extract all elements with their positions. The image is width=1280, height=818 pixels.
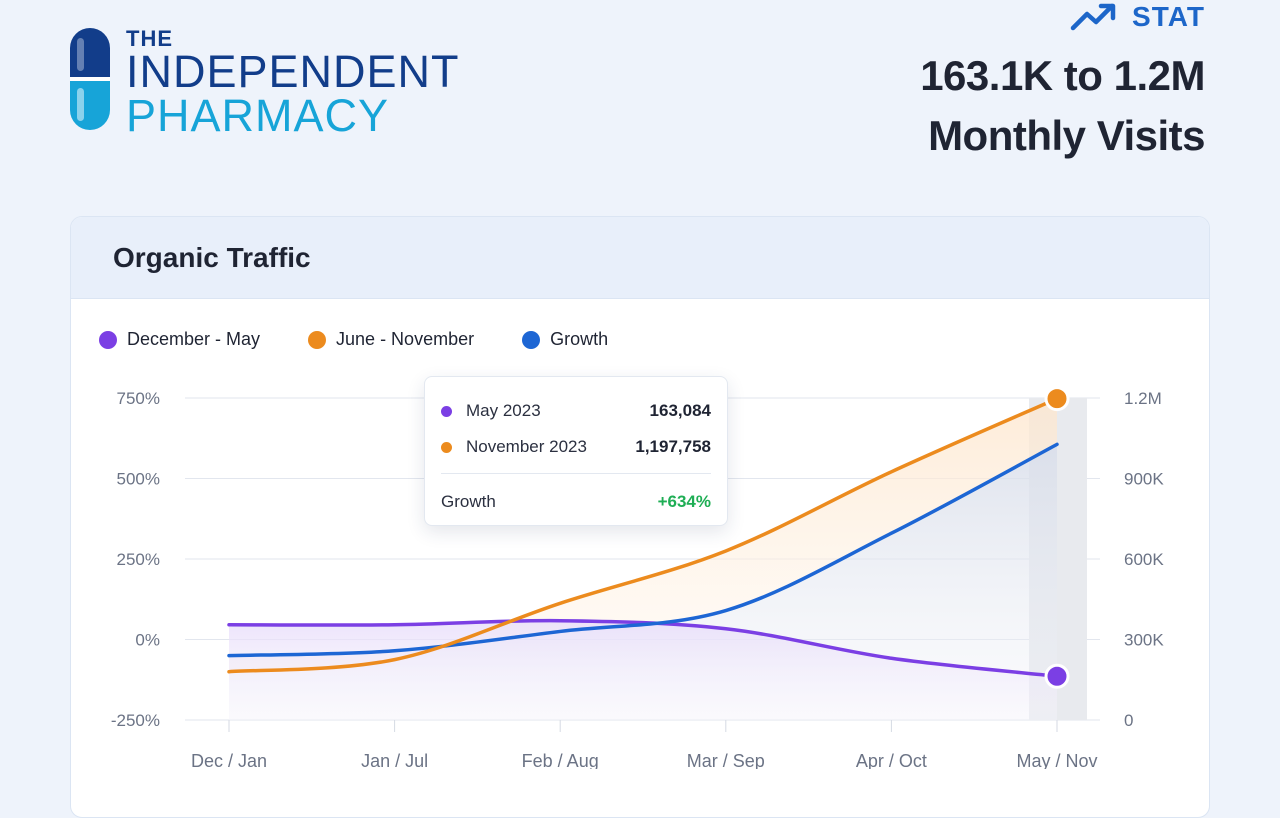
marker-dec-may-end <box>1044 663 1070 689</box>
series-line-jun-nov <box>227 396 1059 674</box>
legend-item-dec-may[interactable]: December - May <box>99 329 260 350</box>
series-line-dec-may <box>227 618 1059 678</box>
x-tick-label: Apr / Oct <box>856 751 927 769</box>
legend-dot-jun-nov <box>308 330 327 349</box>
hover-markers <box>1044 386 1070 689</box>
tooltip-row-nov: November 2023 1,197,758 <box>441 429 711 465</box>
chart-legend: December - May June - November Growth <box>99 329 608 350</box>
tooltip-value-nov: 1,197,758 <box>635 437 711 456</box>
y-left-tick-label: 0% <box>135 631 160 650</box>
capsule-icon <box>70 28 110 130</box>
tooltip-row-may: May 2023 163,084 <box>441 393 711 429</box>
tooltip-label-nov: November 2023 <box>466 437 587 456</box>
marker-jun-nov-end <box>1044 386 1070 412</box>
brand-logo: THE INDEPENDENT PHARMACY <box>70 26 470 140</box>
stat-tag: STAT <box>920 0 1205 34</box>
tooltip-divider <box>441 473 711 474</box>
stat-block: STAT 163.1K to 1.2M Monthly Visits <box>920 0 1205 166</box>
brand-line-pharmacy: PHARMACY <box>126 90 390 141</box>
series-lines <box>227 396 1059 678</box>
brand-line-the: THE <box>126 26 173 51</box>
trending-up-icon <box>1070 3 1116 31</box>
y-left-tick-label: -250% <box>111 711 160 730</box>
y-left-tick-label: 250% <box>117 550 160 569</box>
y-left-tick-label: 750% <box>117 389 160 408</box>
series-line-growth <box>227 442 1059 658</box>
x-tick-label: Dec / Jan <box>191 751 267 769</box>
tooltip-value-may: 163,084 <box>649 401 711 420</box>
stat-headline: 163.1K to 1.2M <box>920 52 1205 99</box>
legend-label-growth: Growth <box>550 329 609 349</box>
x-tick-label: Feb / Aug <box>522 751 599 769</box>
tooltip-dot-may <box>441 405 452 417</box>
x-tick-label: May / Nov <box>1016 751 1097 769</box>
card-title: Organic Traffic <box>113 241 311 273</box>
legend-label-dec-may: December - May <box>127 329 261 349</box>
organic-traffic-chart: -250% 0 0% 300K 250% 600K 500% 900K 750% 1.2M Dec … <box>111 386 1165 769</box>
legend-dot-dec-may <box>99 330 117 349</box>
tooltip-dot-nov <box>441 441 452 453</box>
y-right-tick-label: 900K <box>1124 470 1164 489</box>
x-tick-label: Mar / Sep <box>687 751 765 769</box>
tooltip-value-growth: +634% <box>657 492 711 511</box>
stat-label: STAT <box>1132 1 1205 32</box>
stat-subheadline: Monthly Visits <box>928 112 1205 159</box>
legend-item-jun-nov[interactable]: June - November <box>308 329 474 350</box>
tooltip-label-may: May 2023 <box>466 401 541 420</box>
y-right-tick-label: 0 <box>1124 711 1133 730</box>
chart-tooltip: May 2023 163,084 November 2023 1,197,758… <box>424 376 728 526</box>
axis-labels: -250% 0 0% 300K 250% 600K 500% 900K 750% 1.2M Dec … <box>111 389 1165 769</box>
y-right-tick-label: 300K <box>1124 631 1164 650</box>
card-header: Organic Traffic <box>71 217 1209 299</box>
x-tick-label: Jan / Jul <box>361 751 428 769</box>
jun-nov-area <box>229 398 1057 672</box>
legend-item-growth[interactable]: Growth <box>522 329 608 350</box>
legend-dot-growth <box>522 330 541 349</box>
legend-label-jun-nov: June - November <box>336 329 475 349</box>
tooltip-row-growth: Growth +634% <box>441 484 711 520</box>
y-right-tick-label: 1.2M <box>1124 389 1162 408</box>
y-right-tick-label: 600K <box>1124 550 1164 569</box>
brand-line-independent: INDEPENDENT <box>126 46 460 97</box>
tooltip-label-growth: Growth <box>441 492 496 511</box>
y-left-tick-label: 500% <box>117 470 160 489</box>
